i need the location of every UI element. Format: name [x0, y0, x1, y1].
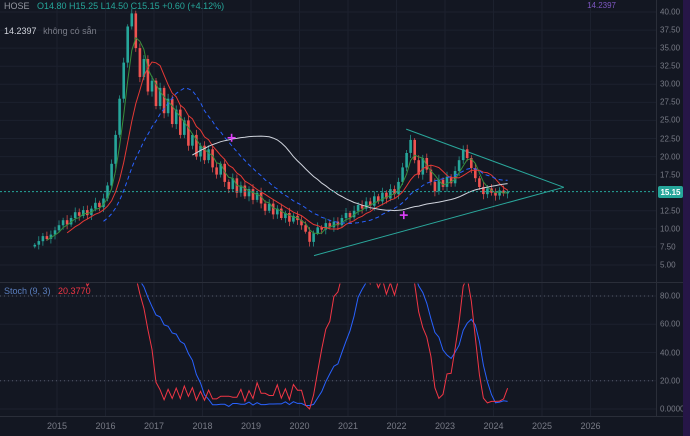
alert-status-text: không có sẵn [43, 26, 97, 36]
time-axis-label: 2015 [46, 421, 68, 431]
time-axis-label: 2025 [531, 421, 553, 431]
alert-price-value: 14.2397 [4, 26, 37, 36]
time-axis-label: 2023 [434, 421, 456, 431]
last-price-badge: 15.15 [658, 186, 683, 199]
price-axis-label: 22.50 [660, 134, 681, 143]
price-axis-label: 40.00 [660, 7, 681, 17]
price-axis-label: 37.50 [660, 25, 681, 35]
alert-legend[interactable]: 14.2397 không có sẵn [4, 26, 97, 36]
right-toolbar-strip [683, 0, 690, 436]
pane-separator[interactable] [0, 282, 683, 283]
ohlc-values: O14.80 H15.25 L14.50 C15.15 +0.60 (+4.12… [37, 1, 225, 11]
price-axis-label: 20.00 [660, 152, 681, 162]
price-axis-label: 10.00 [660, 224, 681, 234]
price-axis-label: 35.00 [660, 43, 681, 53]
time-axis-label: 2019 [240, 421, 262, 431]
oscillator-legend[interactable]: Stoch (9, 3) 20.3770 [4, 286, 91, 296]
symbol-exchange-label: HOSE [4, 1, 30, 11]
oscillator-axis-label: 60.00 [660, 319, 681, 329]
oscillator-axis-label: 40.00 [660, 348, 681, 357]
price-axis-label: 5.00 [660, 260, 676, 270]
time-axis-label: 2026 [580, 421, 601, 431]
price-axis[interactable]: 15.15 40.00 37.50 35.00 32.50 30.00 27.50 25.0… [656, 0, 684, 416]
candlestick-chart[interactable] [0, 0, 656, 416]
symbol-legend[interactable]: HOSE O14.80 H15.25 L14.50 C15.15 +0.60 (… [4, 1, 224, 11]
time-axis-label: 2022 [386, 421, 407, 431]
time-axis-label: 2021 [337, 421, 359, 431]
price-axis-label: 30.00 [660, 79, 681, 89]
oscillator-name-label: Stoch (9, 3) [4, 286, 51, 296]
price-axis-label: 12.50 [660, 206, 681, 216]
price-axis-label: 32.50 [660, 61, 681, 71]
oscillator-axis-label: 0.0000 [660, 404, 685, 414]
time-axis-label: 2017 [143, 421, 165, 431]
price-axis-label: 25.00 [660, 115, 681, 125]
time-axis-label: 2024 [483, 421, 504, 431]
price-axis-label: 17.50 [660, 170, 681, 180]
time-axis-label: 2016 [95, 421, 116, 431]
oscillator-axis-label: 20.00 [660, 376, 681, 386]
top-right-price-label: 14.2397 [587, 1, 616, 10]
oscillator-value: 20.3770 [58, 286, 91, 296]
chart-plot-area[interactable]: HOSE O14.80 H15.25 L14.50 C15.15 +0.60 (… [0, 0, 656, 416]
price-axis-label: 27.50 [660, 97, 681, 107]
time-axis-label: 2018 [192, 421, 213, 431]
price-axis-label: 7.50 [660, 242, 676, 252]
time-axis[interactable]: 2015 2016 2017 2018 2019 2020 2021 2022 2023 2024… [0, 416, 683, 436]
oscillator-axis-label: 80.00 [660, 291, 681, 301]
time-axis-label: 2020 [289, 421, 310, 431]
